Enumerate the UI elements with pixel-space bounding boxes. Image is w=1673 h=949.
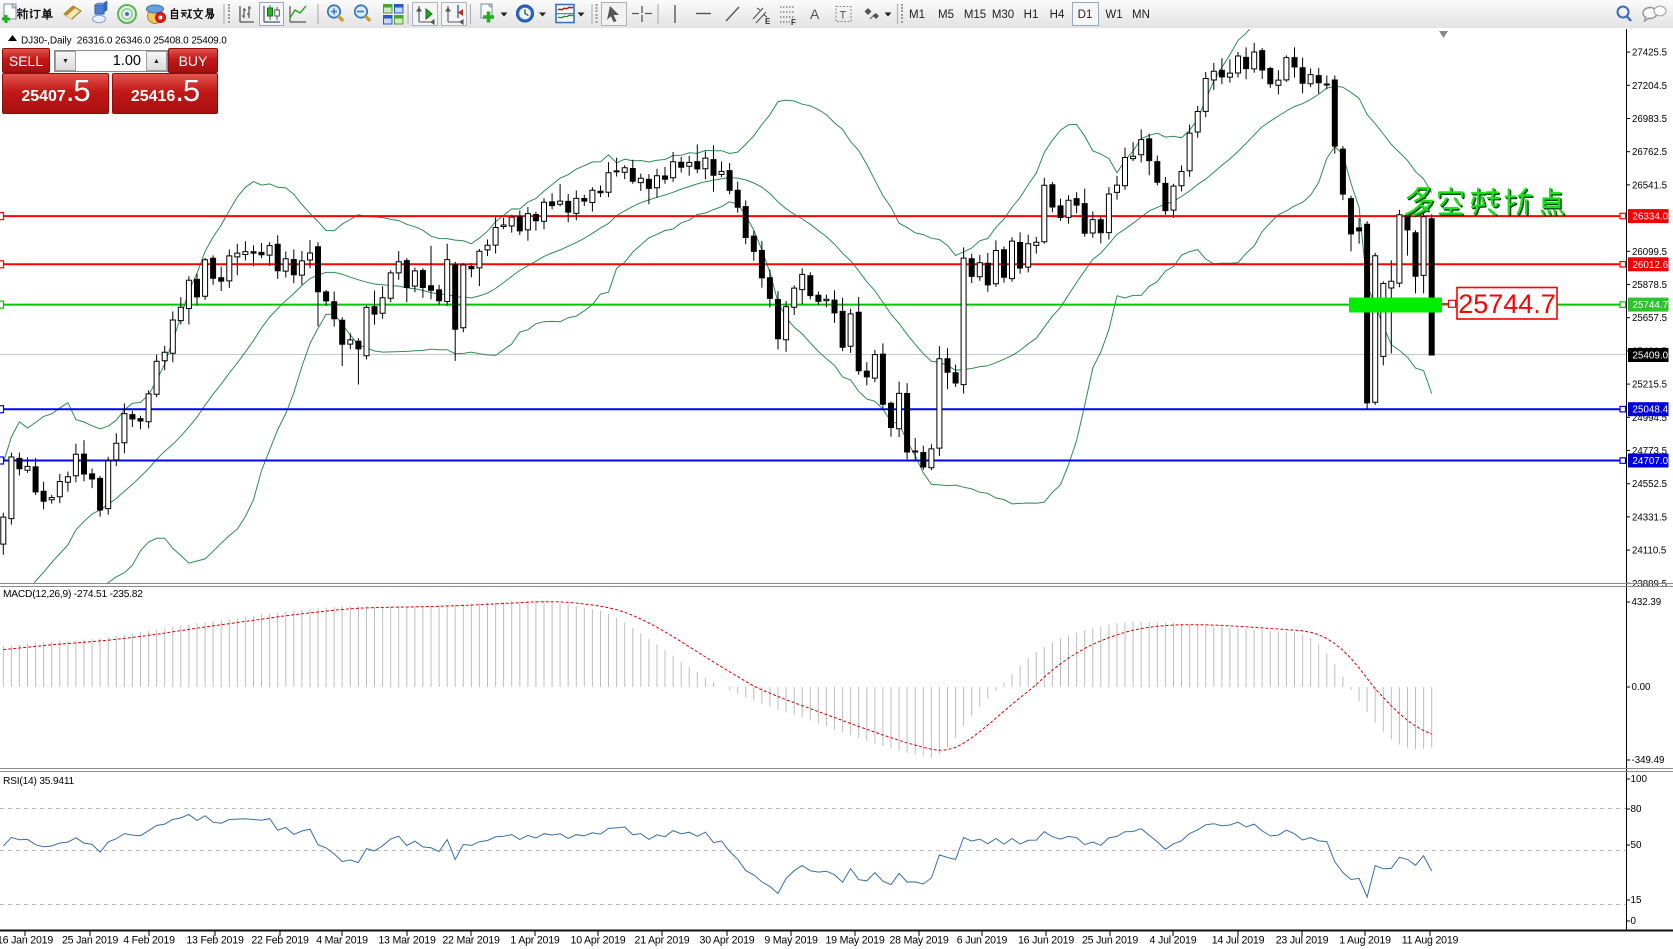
svg-text:RSI(14) 35.9411: RSI(14) 35.9411 bbox=[3, 776, 75, 787]
svg-text:E: E bbox=[765, 17, 771, 26]
svg-text:28 May 2019: 28 May 2019 bbox=[889, 935, 948, 947]
svg-text:15: 15 bbox=[1631, 895, 1642, 906]
svg-text:19 May 2019: 19 May 2019 bbox=[825, 935, 884, 947]
svg-text:4 Feb 2019: 4 Feb 2019 bbox=[123, 935, 175, 947]
svg-text:25215.5: 25215.5 bbox=[1632, 380, 1667, 391]
svg-text:H4: H4 bbox=[1050, 9, 1065, 21]
svg-text:25657.5: 25657.5 bbox=[1632, 313, 1667, 324]
svg-text:26012.6: 26012.6 bbox=[1632, 260, 1668, 271]
svg-text:22 Mar 2019: 22 Mar 2019 bbox=[442, 935, 500, 947]
svg-text:D1: D1 bbox=[1078, 9, 1093, 21]
svg-text:W1: W1 bbox=[1105, 9, 1122, 21]
svg-text:M15: M15 bbox=[964, 9, 986, 21]
svg-text:25744.7: 25744.7 bbox=[1632, 300, 1668, 311]
svg-text:432.39: 432.39 bbox=[1632, 597, 1662, 608]
svg-text:11 Aug 2019: 11 Aug 2019 bbox=[1402, 935, 1459, 947]
svg-text:50: 50 bbox=[1631, 840, 1642, 851]
svg-text:1 Apr 2019: 1 Apr 2019 bbox=[510, 935, 560, 947]
svg-text:M5: M5 bbox=[938, 9, 954, 21]
svg-text:24994.5: 24994.5 bbox=[1632, 413, 1667, 424]
svg-text:13 Mar 2019: 13 Mar 2019 bbox=[378, 935, 436, 947]
svg-text:16 Jan 2019: 16 Jan 2019 bbox=[0, 935, 53, 947]
svg-text:30 Apr 2019: 30 Apr 2019 bbox=[700, 935, 755, 947]
svg-text:4 Mar 2019: 4 Mar 2019 bbox=[316, 935, 368, 947]
svg-text:13 Feb 2019: 13 Feb 2019 bbox=[186, 935, 244, 947]
svg-text:-349.49: -349.49 bbox=[1632, 755, 1665, 766]
svg-text:23889.5: 23889.5 bbox=[1632, 579, 1667, 590]
svg-text:24552.5: 24552.5 bbox=[1632, 479, 1667, 490]
svg-text:25048.4: 25048.4 bbox=[1632, 405, 1668, 416]
svg-text:24110.5: 24110.5 bbox=[1632, 546, 1666, 557]
svg-text:25744.7: 25744.7 bbox=[1458, 289, 1556, 319]
svg-text:0: 0 bbox=[1631, 916, 1637, 927]
svg-text:24331.5: 24331.5 bbox=[1632, 512, 1667, 523]
svg-text:24707.0: 24707.0 bbox=[1632, 456, 1668, 467]
svg-text:26762.5: 26762.5 bbox=[1632, 147, 1667, 158]
svg-text:22 Feb 2019: 22 Feb 2019 bbox=[251, 935, 309, 947]
svg-text:16 Jun 2019: 16 Jun 2019 bbox=[1018, 935, 1074, 947]
svg-text:MN: MN bbox=[1132, 9, 1150, 21]
svg-text:100: 100 bbox=[1631, 774, 1648, 785]
svg-text:1 Aug 2019: 1 Aug 2019 bbox=[1339, 935, 1391, 947]
svg-text:A: A bbox=[810, 6, 820, 22]
svg-text:DJ30-,Daily 26316.0 26346.0 2: DJ30-,Daily 26316.0 26346.0 25408.0 2540… bbox=[21, 36, 227, 47]
svg-text:M1: M1 bbox=[909, 9, 925, 21]
svg-text:26983.5: 26983.5 bbox=[1632, 114, 1667, 125]
svg-text:T: T bbox=[840, 10, 847, 22]
svg-text:80: 80 bbox=[1631, 804, 1642, 815]
svg-text:27425.5: 27425.5 bbox=[1632, 48, 1667, 59]
svg-text:24773.5: 24773.5 bbox=[1632, 446, 1667, 457]
svg-text:25 Jun 2019: 25 Jun 2019 bbox=[1082, 935, 1138, 947]
svg-text:25878.5: 25878.5 bbox=[1632, 280, 1667, 291]
svg-text:M30: M30 bbox=[992, 9, 1014, 21]
svg-text:23 Jul 2019: 23 Jul 2019 bbox=[1276, 935, 1329, 947]
svg-text:26541.5: 26541.5 bbox=[1632, 180, 1667, 191]
svg-text:MACD(12,26,9) -274.51 -235.82: MACD(12,26,9) -274.51 -235.82 bbox=[3, 589, 143, 600]
svg-text:0.00: 0.00 bbox=[1632, 682, 1651, 693]
svg-text:10 Apr 2019: 10 Apr 2019 bbox=[571, 935, 626, 947]
svg-text:27204.5: 27204.5 bbox=[1632, 81, 1667, 92]
svg-text:25 Jan 2019: 25 Jan 2019 bbox=[62, 935, 118, 947]
svg-text:6 Jun 2019: 6 Jun 2019 bbox=[957, 935, 1008, 947]
svg-text:4 Jul 2019: 4 Jul 2019 bbox=[1150, 935, 1197, 947]
svg-text:F: F bbox=[791, 18, 796, 27]
svg-text:21 Apr 2019: 21 Apr 2019 bbox=[635, 935, 690, 947]
svg-text:H1: H1 bbox=[1024, 9, 1039, 21]
svg-text:25409.0: 25409.0 bbox=[1632, 351, 1668, 362]
svg-text:26099.5: 26099.5 bbox=[1632, 247, 1667, 258]
svg-text:26334.0: 26334.0 bbox=[1632, 212, 1668, 223]
svg-text:9 May 2019: 9 May 2019 bbox=[764, 935, 818, 947]
svg-text:14 Jul 2019: 14 Jul 2019 bbox=[1212, 935, 1265, 947]
